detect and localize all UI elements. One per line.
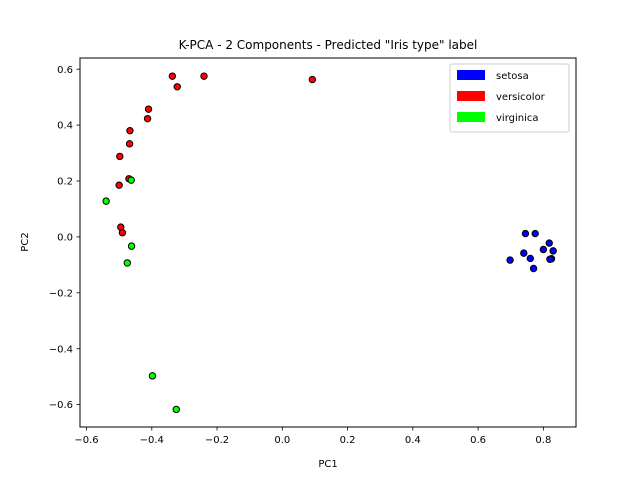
data-point-setosa-2 [520,249,528,257]
data-point-versicolor-0 [168,72,177,80]
data-point-virginica-5 [172,405,180,414]
legend-swatch-virginica [457,112,485,122]
data-point-virginica-1 [102,197,110,205]
points-layer [102,72,557,414]
x-tick-label: 0.8 [535,435,551,446]
data-point-setosa-7 [506,256,514,264]
y-tick-label: −0.6 [49,400,73,411]
data-point-versicolor-6 [126,126,134,135]
data-point-versicolor-7 [125,140,134,148]
y-axis-ticks: −0.6 −0.4 −0.2 0.0 0.2 0.4 0.6 [49,65,80,411]
data-point-setosa-4 [545,239,553,247]
x-tick-label: 0.0 [274,435,290,446]
y-tick-label: 0.0 [57,233,73,244]
data-point-versicolor-3 [308,75,317,84]
data-point-setosa-6 [526,254,535,263]
data-point-setosa-0 [521,229,530,238]
data-point-setosa-3 [539,245,548,254]
legend-swatch-versicolor [457,91,485,101]
data-point-setosa-10 [529,264,538,273]
x-tick-label: −0.4 [140,435,164,446]
data-point-versicolor-8 [116,152,124,161]
x-axis-label: PC1 [318,459,337,470]
legend: setosa versicolor virginica [449,63,570,133]
x-tick-label: 0.6 [470,435,486,446]
x-tick-label: 0.4 [405,435,421,446]
data-point-versicolor-10 [115,181,123,189]
x-axis-ticks: −0.6 −0.4 −0.2 0.0 0.2 0.4 0.6 0.8 [74,427,551,446]
data-point-setosa-9 [546,255,554,263]
y-tick-label: −0.4 [49,344,73,355]
data-point-versicolor-12 [118,229,127,237]
chart-title: K-PCA - 2 Components - Predicted "Iris t… [179,38,478,52]
data-point-virginica-2 [127,242,136,250]
data-point-versicolor-5 [143,114,152,123]
y-tick-label: 0.4 [57,121,73,132]
x-tick-label: −0.6 [74,435,98,446]
x-tick-label: 0.2 [340,435,356,446]
data-point-virginica-0 [127,176,135,184]
data-point-setosa-5 [549,247,557,255]
data-point-versicolor-4 [144,105,153,113]
y-tick-label: 0.6 [57,65,73,76]
legend-label-versicolor: versicolor [496,92,546,103]
legend-label-virginica: virginica [496,113,539,124]
y-tick-label: 0.2 [57,177,73,188]
data-point-versicolor-1 [200,72,208,80]
y-tick-label: −0.2 [49,288,73,299]
legend-label-setosa: setosa [496,71,529,82]
data-point-versicolor-2 [173,83,181,91]
x-tick-label: −0.2 [205,435,229,446]
data-point-virginica-4 [148,372,157,380]
data-point-setosa-1 [531,229,539,238]
legend-swatch-setosa [457,70,485,80]
data-point-virginica-3 [123,259,132,267]
y-axis-label: PC2 [20,232,31,251]
plot-area-frame [79,57,577,428]
